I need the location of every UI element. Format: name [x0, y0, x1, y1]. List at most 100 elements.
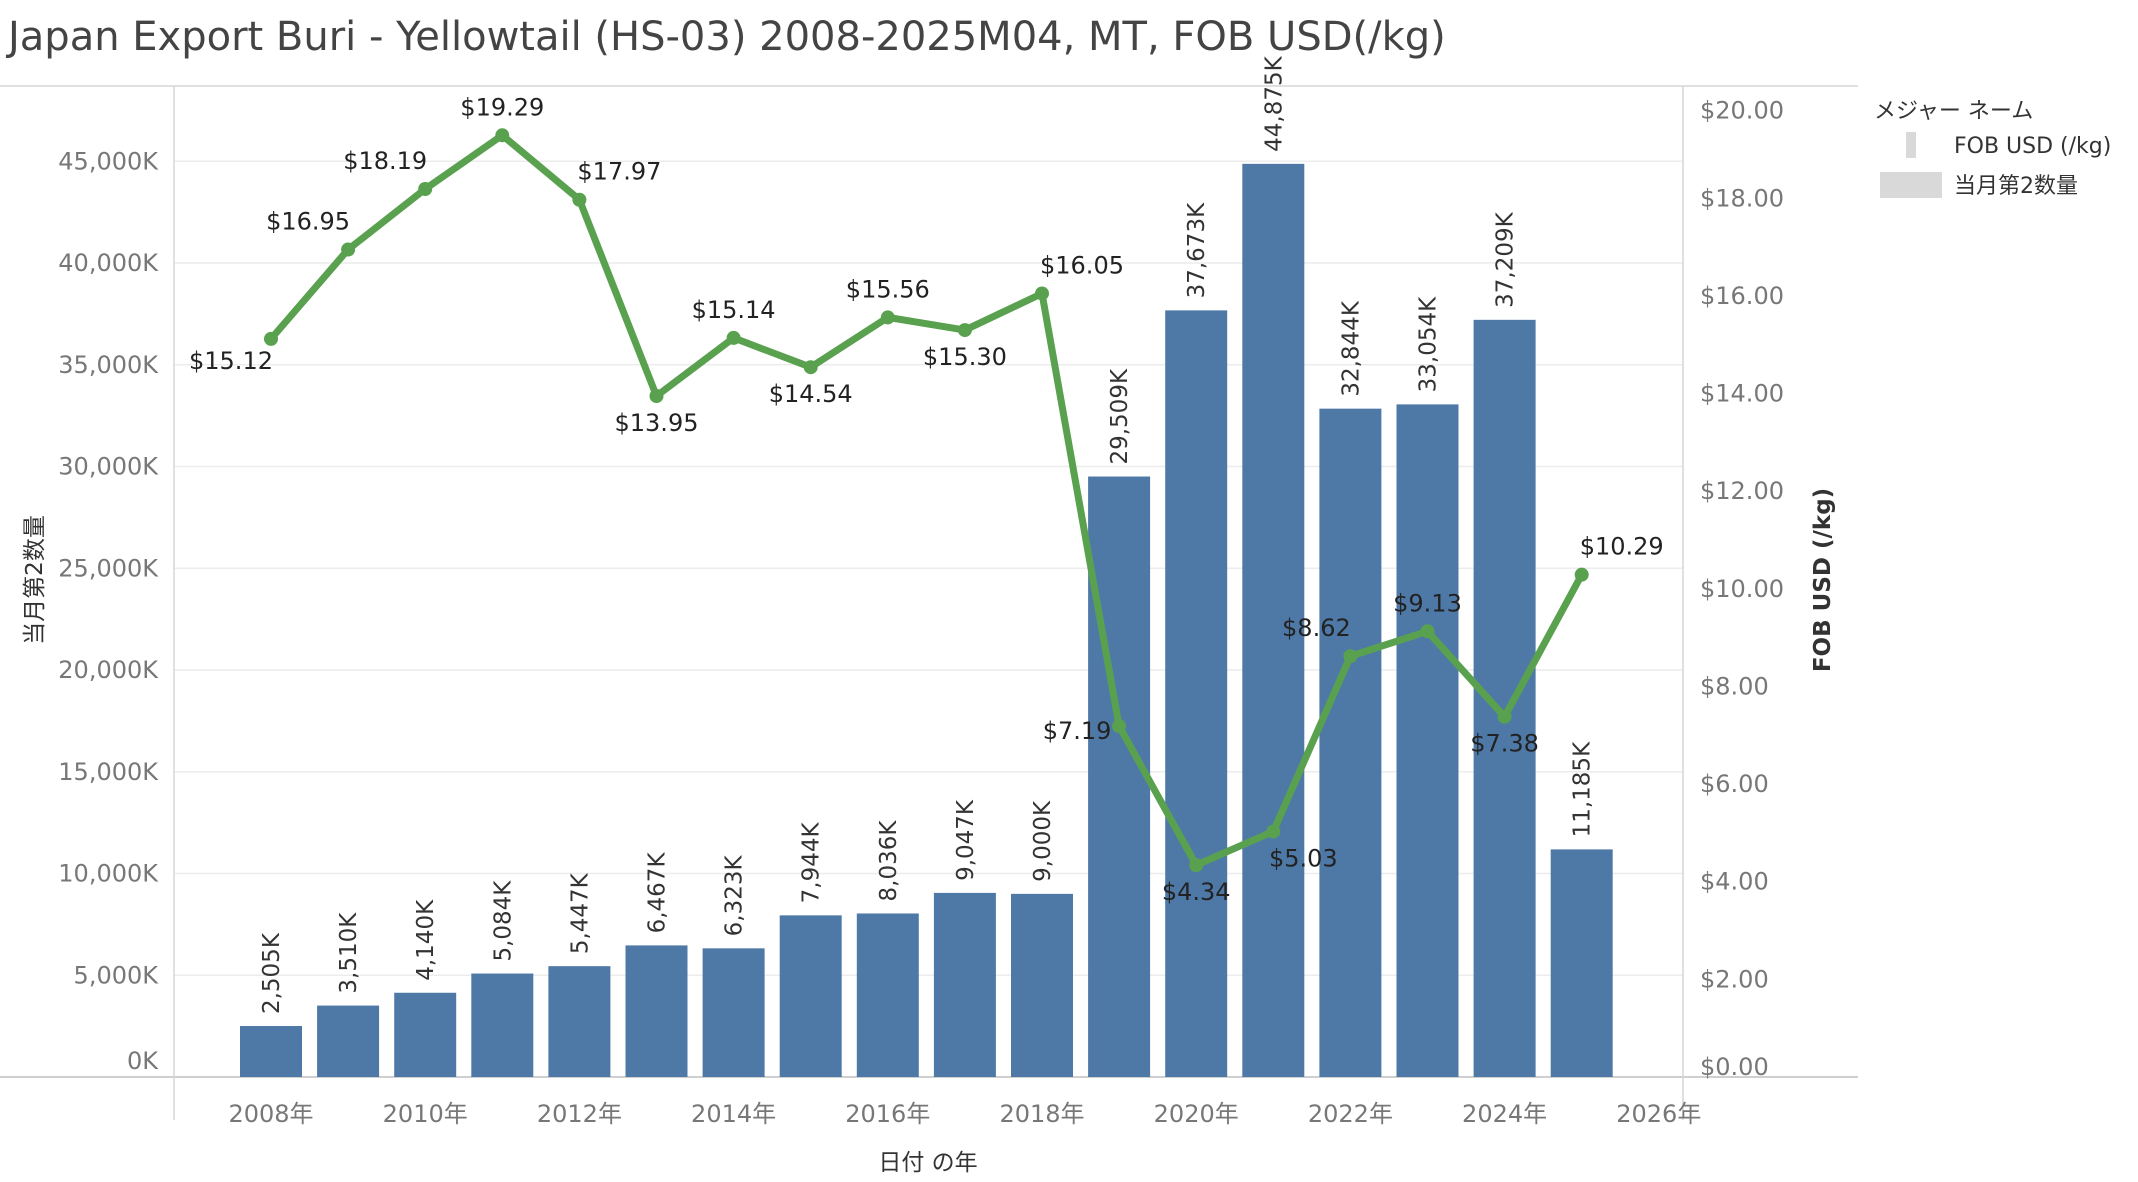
fob-line — [267, 131, 1586, 869]
bar-value-label: 8,036K — [876, 820, 902, 902]
fob-value-label: $15.12 — [189, 347, 273, 375]
x-tick-label: 2022年 — [1308, 1100, 1393, 1128]
bar-value-label: 4,140K — [413, 899, 439, 981]
y-left-tick-label: 0K — [127, 1047, 159, 1075]
fob-value-label: $13.95 — [615, 409, 699, 437]
y-left-tick-label: 15,000K — [58, 758, 159, 786]
fob-value-label: $9.13 — [1393, 589, 1462, 617]
bar-value-label: 5,084K — [490, 880, 516, 962]
x-tick-label: 2012年 — [537, 1100, 622, 1128]
bar — [1319, 408, 1382, 1078]
legend: メジャー ネーム FOB USD (/kg) 当月第2数量 — [1874, 99, 2111, 199]
y-right-tick-label: $0.00 — [1700, 1053, 1769, 1081]
y-right-tick-label: $12.00 — [1700, 477, 1784, 505]
y-right-tick-label: $6.00 — [1700, 770, 1769, 798]
fob-point — [726, 330, 741, 345]
fob-value-label: $16.95 — [266, 208, 350, 236]
fob-value-label: $18.19 — [343, 147, 427, 175]
fob-point — [1343, 649, 1358, 664]
y-right-tick-label: $20.00 — [1700, 97, 1784, 125]
fob-value-label: $17.97 — [577, 158, 661, 186]
line-labels: $15.12 $16.95 $18.19 $19.29 $17.97 $13.95 $15.… — [189, 93, 1664, 906]
bar-value-label: 44,875K — [1261, 55, 1287, 151]
legend-swatch-line — [1906, 132, 1916, 158]
y-left-tick-label: 30,000K — [58, 453, 159, 481]
bar-value-label: 29,509K — [1107, 368, 1133, 464]
bar — [933, 892, 996, 1077]
y-axis-left: 0K 5,000K 10,000K 15,000K 20,000K 25,000K 30,0… — [58, 147, 159, 1075]
x-axis: 2008年 2010年 2012年 2014年 2016年 2018年 2020年 2022年… — [228, 1100, 1701, 1128]
bar — [1011, 893, 1073, 1077]
fob-value-label: $16.05 — [1040, 251, 1124, 279]
bar-value-label: 32,844K — [1338, 300, 1364, 396]
fob-point — [880, 310, 895, 325]
gridlines — [174, 160, 1683, 977]
fob-point — [1112, 719, 1127, 734]
bar-value-label: 9,047K — [953, 799, 979, 881]
fob-point — [1035, 286, 1049, 301]
fob-point — [341, 242, 356, 257]
fob-point — [1574, 567, 1589, 582]
fob-point — [957, 323, 972, 338]
x-tick-label: 2010年 — [383, 1100, 468, 1128]
x-tick-label: 2008年 — [228, 1100, 313, 1128]
bar — [548, 966, 611, 1077]
y-axis-right: $0.00 $2.00 $4.00 $6.00 $8.00 $10.00 $12.00 $14… — [1700, 97, 1784, 1081]
y-left-tick-label: 35,000K — [58, 351, 159, 379]
fob-value-label: $15.30 — [923, 343, 1007, 371]
x-tick-label: 2018年 — [999, 1100, 1084, 1128]
fob-point — [1420, 624, 1435, 639]
bar-labels: 2,505K 3,510K 4,140K 5,084K 5,447K 6,467K 6,32… — [259, 55, 1596, 1014]
bar-value-label: 6,467K — [645, 852, 671, 934]
fob-point — [495, 128, 510, 143]
fob-value-label: $15.14 — [692, 296, 776, 324]
y-left-tick-label: 40,000K — [58, 249, 159, 277]
bar — [394, 992, 457, 1077]
bar-value-label: 37,209K — [1493, 211, 1519, 307]
x-tick-label: 2024年 — [1462, 1100, 1547, 1128]
y-right-tick-label: $18.00 — [1700, 184, 1784, 212]
bar — [1550, 849, 1613, 1077]
legend-label: 当月第2数量 — [1954, 174, 2078, 199]
y-left-tick-label: 10,000K — [58, 860, 159, 888]
bar-value-label: 3,510K — [336, 912, 362, 994]
fob-value-label: $15.56 — [846, 275, 930, 303]
fob-value-label: $8.62 — [1282, 614, 1351, 642]
fob-point — [649, 388, 664, 403]
chart-title: Japan Export Buri - Yellowtail (HS-03) 2… — [8, 14, 1446, 60]
y-right-tick-label: $10.00 — [1700, 575, 1784, 603]
fob-point — [572, 192, 587, 207]
fob-value-label: $10.29 — [1580, 533, 1664, 561]
bar-value-label: 9,000K — [1030, 800, 1056, 882]
fob-value-label: $19.29 — [460, 93, 544, 121]
fob-value-label: $14.54 — [769, 380, 853, 408]
bar-value-label: 6,323K — [722, 854, 748, 936]
y-left-tick-label: 45,000K — [58, 147, 159, 175]
bar — [1396, 404, 1459, 1077]
y-right-tick-label: $16.00 — [1700, 282, 1784, 310]
bar — [240, 1026, 302, 1077]
bar — [1088, 476, 1151, 1077]
axis-frame — [0, 85, 1858, 1120]
bar — [1165, 310, 1228, 1077]
y-axis-right-title: FOB USD (/kg) — [1810, 488, 1836, 672]
legend-label: FOB USD (/kg) — [1954, 134, 2111, 159]
y-right-tick-label: $4.00 — [1700, 868, 1769, 896]
y-left-tick-label: 20,000K — [58, 656, 159, 684]
fob-value-label: $7.38 — [1470, 730, 1539, 758]
x-tick-label: 2016年 — [845, 1100, 930, 1128]
fob-point — [1497, 709, 1512, 724]
y-right-tick-label: $14.00 — [1700, 380, 1784, 408]
fob-point — [803, 360, 818, 375]
legend-title: メジャー ネーム — [1874, 99, 2033, 124]
y-right-tick-label: $2.00 — [1700, 965, 1769, 993]
y-axis-left-title: 当月第2数量 — [22, 515, 48, 645]
fob-point — [1189, 858, 1204, 873]
bar — [471, 973, 534, 1077]
legend-swatch-bar — [1880, 172, 1942, 198]
bar-value-label: 11,185K — [1570, 741, 1596, 837]
x-tick-label: 2020年 — [1154, 1100, 1239, 1128]
bar-value-label: 2,505K — [259, 932, 285, 1014]
bar-value-label: 37,673K — [1184, 202, 1210, 298]
